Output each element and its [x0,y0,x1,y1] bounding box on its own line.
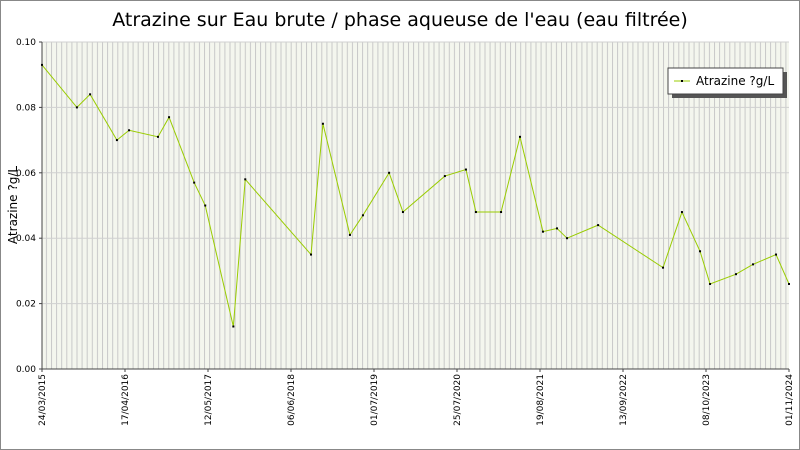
data-point [128,129,131,132]
data-point [788,282,790,285]
y-tick-label: 0.02 [16,300,36,310]
data-point [89,93,92,96]
data-point [518,135,521,138]
legend-marker [681,80,683,82]
x-tick-label: 19/08/2021 [536,374,546,426]
data-point [75,106,78,109]
y-tick-label: 0.06 [16,169,36,179]
data-point [662,266,665,269]
x-tick-label: 17/04/2016 [121,374,131,426]
y-tick-label: 0.10 [16,38,36,48]
legend-label: Atrazine ?g/L [696,74,774,88]
data-point [556,227,559,230]
x-tick-label: 06/06/2018 [287,374,297,426]
data-point [193,181,196,184]
x-tick-label: 13/09/2022 [619,374,629,426]
data-point [709,282,712,285]
data-point [388,171,391,174]
data-point [443,175,446,178]
data-point [500,211,503,214]
data-point [244,178,247,181]
data-point [321,122,324,125]
data-line [41,64,790,327]
data-point [464,168,467,171]
data-point [204,204,207,207]
data-point [566,237,569,240]
data-point [474,211,477,214]
x-tick-label: 01/07/2019 [370,374,380,426]
data-point [775,253,778,256]
chart-title: Atrazine sur Eau brute / phase aqueuse d… [112,9,688,31]
x-tick-label: 24/03/2015 [38,374,48,426]
data-point [680,211,683,214]
x-tick-label: 12/05/2017 [204,374,214,426]
y-tick-label: 0.00 [16,365,36,375]
data-point [348,233,351,236]
data-point [115,139,118,142]
data-point [41,63,43,66]
y-tick-label: 0.04 [16,234,36,244]
x-tick-label: 08/10/2023 [702,374,712,426]
data-point [168,116,171,119]
data-point [232,325,235,328]
data-point [401,211,404,214]
data-point [597,224,600,227]
y-tick-label: 0.08 [16,103,36,113]
x-tick-label: 01/11/2024 [785,374,795,426]
data-point [752,263,755,266]
data-point [361,214,364,217]
data-point [735,273,738,276]
data-point [699,250,702,253]
data-point [541,230,544,233]
data-point [156,135,159,138]
y-axis-label: Atrazine ?g/L [6,166,20,244]
x-tick-label: 25/07/2020 [453,374,463,426]
data-point [310,253,313,256]
minor-grid [42,42,789,369]
